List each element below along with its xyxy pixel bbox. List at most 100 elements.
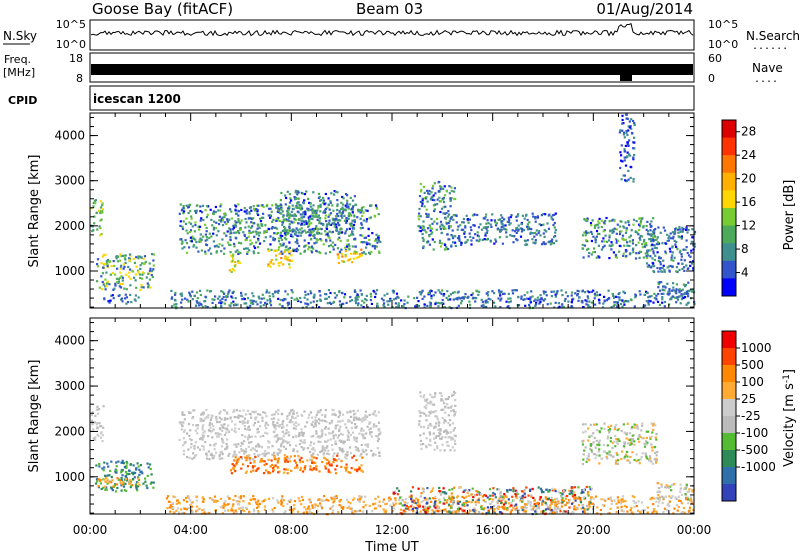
power-cell: [570, 300, 573, 304]
power-cell: [377, 213, 380, 216]
power-cell: [195, 211, 198, 214]
power-cell: [348, 214, 352, 217]
power-cell: [595, 229, 599, 233]
power-cell: [334, 296, 337, 299]
power-cell: [477, 226, 480, 229]
power-cell: [685, 264, 688, 267]
velocity-cell: [219, 433, 222, 436]
velocity-cell: [183, 429, 186, 432]
power-cell: [94, 199, 97, 202]
power-cell: [199, 240, 202, 243]
velocity-cell: [450, 511, 453, 514]
power-cell: [680, 253, 683, 256]
velocity-cell: [368, 428, 371, 431]
velocity-cell: [662, 511, 665, 514]
power-cell: [679, 249, 682, 252]
velocity-cell: [676, 509, 679, 512]
power-cell: [313, 236, 316, 239]
power-cell: [603, 222, 606, 225]
power-cell: [133, 276, 136, 279]
power-cell: [244, 239, 247, 242]
power-cell: [275, 254, 278, 257]
power-cell: [341, 302, 344, 306]
velocity-cell: [249, 413, 253, 416]
power-cell: [341, 260, 344, 263]
velocity-cell: [191, 501, 194, 504]
power-cell: [365, 220, 368, 223]
power-cell: [675, 240, 678, 244]
power-cell: [618, 131, 621, 134]
power-cell: [229, 243, 232, 247]
power-cell: [651, 230, 655, 233]
velocity-cell: [276, 461, 279, 464]
velocity-cell: [201, 428, 204, 431]
power-cell: [345, 221, 348, 224]
velocity-cell: [91, 411, 94, 414]
power-cell: [341, 292, 344, 295]
power-cell: [347, 206, 350, 209]
power-cell: [430, 232, 433, 235]
power-cell: [621, 299, 624, 302]
velocity-cell: [320, 506, 324, 509]
velocity-cell: [293, 500, 297, 503]
power-cell: [253, 209, 257, 212]
power-cell: [653, 244, 656, 247]
velocity-cell: [293, 459, 296, 462]
velocity-cell: [372, 452, 375, 455]
power-cell: [645, 255, 648, 258]
power-cell: [478, 240, 481, 243]
velocity-cell: [183, 512, 186, 515]
power-cell: [260, 216, 264, 219]
power-cell: [428, 193, 431, 196]
power-cell: [584, 231, 587, 234]
power-cell: [309, 202, 312, 205]
power-cell: [269, 304, 273, 307]
velocity-cell: [223, 427, 226, 430]
velocity-cell: [569, 498, 572, 501]
power-cell: [675, 266, 678, 269]
velocity-cell: [204, 417, 207, 420]
power-cell: [623, 159, 626, 162]
power-cell: [420, 291, 423, 294]
velocity-cell: [416, 499, 419, 502]
power-cell: [447, 238, 450, 241]
power-cell: [335, 229, 338, 232]
velocity-cell: [303, 506, 306, 509]
power-cell: [247, 225, 250, 228]
power-cell: [374, 245, 377, 248]
colorbar-swatch: [722, 278, 736, 297]
velocity-cell: [298, 433, 301, 436]
power-cell: [307, 209, 310, 212]
power-cell: [354, 299, 357, 302]
velocity-cell: [222, 441, 225, 444]
power-cell: [659, 231, 662, 234]
velocity-cell: [360, 464, 363, 467]
velocity-cell: [297, 435, 301, 438]
power-cell: [632, 119, 635, 123]
noise-right-tick-bottom: 10^0: [708, 38, 738, 51]
power-cell: [484, 300, 487, 303]
power-cell: [180, 209, 184, 212]
power-cell: [320, 239, 323, 242]
velocity-cell: [496, 507, 499, 510]
velocity-cell: [355, 440, 358, 443]
power-cell: [453, 187, 456, 190]
velocity-cell: [554, 501, 557, 504]
velocity-cell: [256, 444, 259, 447]
power-cell: [360, 241, 363, 244]
velocity-cell: [115, 461, 118, 464]
power-cell: [570, 294, 573, 297]
power-cell: [336, 204, 339, 208]
power-cell: [294, 248, 297, 251]
velocity-cell: [117, 460, 120, 463]
power-cell: [622, 254, 625, 257]
power-cell: [312, 229, 315, 232]
y-tick-label: 3000: [54, 174, 85, 188]
power-cell: [681, 230, 684, 233]
velocity-cell: [540, 510, 543, 513]
velocity-cell: [98, 422, 101, 425]
power-cell: [259, 217, 262, 220]
power-cell: [140, 262, 144, 265]
power-cell: [635, 220, 638, 223]
power-cell: [234, 224, 237, 227]
